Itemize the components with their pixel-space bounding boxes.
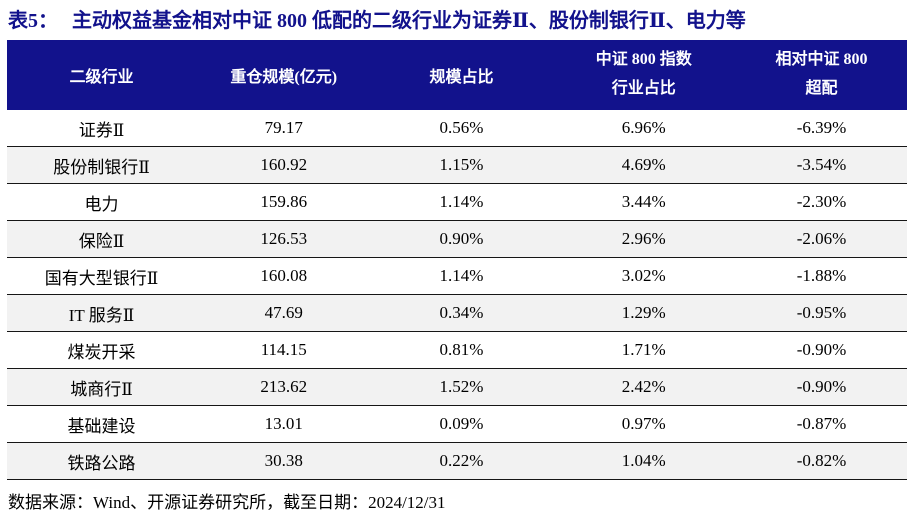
cell-holding-scale: 30.38	[196, 442, 372, 480]
table-row: IT 服务Ⅱ 47.69 0.34% 1.29% -0.95%	[7, 294, 907, 332]
cell-scale-ratio: 1.52%	[371, 368, 552, 406]
cell-csi800-weight: 3.44%	[551, 183, 736, 221]
table-header: 二级行业 重仓规模(亿元) 规模占比 中证 800 指数 行业占比 相对中证 8…	[7, 40, 907, 110]
cell-csi800-weight: 1.71%	[551, 331, 736, 369]
cell-holding-scale: 213.62	[196, 368, 372, 406]
cell-holding-scale: 79.17	[196, 110, 372, 147]
col-header-relative-overweight-line2: 超配	[805, 80, 838, 97]
cell-industry: 基础建设	[7, 405, 196, 443]
cell-industry: 保险Ⅱ	[7, 220, 196, 258]
cell-scale-ratio: 0.34%	[371, 294, 552, 332]
cell-relative-overweight: -2.30%	[736, 183, 907, 221]
cell-scale-ratio: 0.81%	[371, 331, 552, 369]
cell-csi800-weight: 1.29%	[551, 294, 736, 332]
cell-holding-scale: 126.53	[196, 220, 372, 258]
table-row: 铁路公路 30.38 0.22% 1.04% -0.82%	[7, 442, 907, 480]
table-title: 表5： 主动权益基金相对中证 800 低配的二级行业为证券Ⅱ、股份制银行Ⅱ、电力等	[0, 0, 914, 40]
cell-relative-overweight: -0.82%	[736, 442, 907, 480]
cell-relative-overweight: -0.90%	[736, 331, 907, 369]
table-row: 国有大型银行Ⅱ 160.08 1.14% 3.02% -1.88%	[7, 257, 907, 295]
cell-scale-ratio: 0.90%	[371, 220, 552, 258]
cell-scale-ratio: 1.14%	[371, 257, 552, 295]
table-row: 电力 159.86 1.14% 3.44% -2.30%	[7, 183, 907, 221]
table-row: 煤炭开采 114.15 0.81% 1.71% -0.90%	[7, 331, 907, 369]
cell-industry: 股份制银行Ⅱ	[7, 146, 196, 184]
col-header-csi800-weight: 中证 800 指数 行业占比	[551, 40, 736, 110]
cell-csi800-weight: 6.96%	[551, 110, 736, 147]
data-source-note: 数据来源：Wind、开源证券研究所，截至日期：2024/12/31	[8, 493, 446, 512]
cell-relative-overweight: -3.54%	[736, 146, 907, 184]
cell-scale-ratio: 1.14%	[371, 183, 552, 221]
industry-underweight-table: 二级行业 重仓规模(亿元) 规模占比 中证 800 指数 行业占比 相对中证 8…	[7, 40, 907, 480]
cell-industry: 证券Ⅱ	[7, 110, 196, 147]
table-row: 城商行Ⅱ 213.62 1.52% 2.42% -0.90%	[7, 368, 907, 406]
cell-csi800-weight: 1.04%	[551, 442, 736, 480]
table-row: 股份制银行Ⅱ 160.92 1.15% 4.69% -3.54%	[7, 146, 907, 184]
cell-relative-overweight: -0.95%	[736, 294, 907, 332]
cell-relative-overweight: -0.90%	[736, 368, 907, 406]
cell-relative-overweight: -1.88%	[736, 257, 907, 295]
col-header-relative-overweight-line1: 相对中证 800	[775, 51, 868, 69]
col-header-csi800-weight-line1: 中证 800 指数	[595, 51, 692, 69]
cell-industry: 铁路公路	[7, 442, 196, 480]
col-header-csi800-weight-line2: 行业占比	[611, 80, 676, 97]
cell-scale-ratio: 0.56%	[371, 110, 552, 147]
table-header-row: 二级行业 重仓规模(亿元) 规模占比 中证 800 指数 行业占比 相对中证 8…	[7, 40, 907, 110]
cell-industry: 电力	[7, 183, 196, 221]
table-row: 保险Ⅱ 126.53 0.90% 2.96% -2.06%	[7, 220, 907, 258]
table-title-text: 主动权益基金相对中证 800 低配的二级行业为证券Ⅱ、股份制银行Ⅱ、电力等	[72, 10, 746, 32]
cell-csi800-weight: 2.96%	[551, 220, 736, 258]
col-header-industry: 二级行业	[7, 40, 196, 110]
table-row: 证券Ⅱ 79.17 0.56% 6.96% -6.39%	[7, 110, 907, 147]
cell-industry: 煤炭开采	[7, 331, 196, 369]
cell-holding-scale: 160.08	[196, 257, 372, 295]
cell-industry: 国有大型银行Ⅱ	[7, 257, 196, 295]
cell-scale-ratio: 0.09%	[371, 405, 552, 443]
table-row: 基础建设 13.01 0.09% 0.97% -0.87%	[7, 405, 907, 443]
col-header-relative-overweight: 相对中证 800 超配	[736, 40, 907, 110]
cell-csi800-weight: 4.69%	[551, 146, 736, 184]
cell-holding-scale: 114.15	[196, 331, 372, 369]
col-header-scale-ratio: 规模占比	[371, 40, 552, 110]
cell-scale-ratio: 0.22%	[371, 442, 552, 480]
cell-csi800-weight: 2.42%	[551, 368, 736, 406]
cell-holding-scale: 13.01	[196, 405, 372, 443]
cell-relative-overweight: -6.39%	[736, 110, 907, 147]
cell-relative-overweight: -2.06%	[736, 220, 907, 258]
cell-holding-scale: 47.69	[196, 294, 372, 332]
cell-industry: 城商行Ⅱ	[7, 368, 196, 406]
cell-relative-overweight: -0.87%	[736, 405, 907, 443]
cell-scale-ratio: 1.15%	[371, 146, 552, 184]
table-body: 证券Ⅱ 79.17 0.56% 6.96% -6.39% 股份制银行Ⅱ 160.…	[7, 110, 907, 480]
cell-holding-scale: 160.92	[196, 146, 372, 184]
cell-holding-scale: 159.86	[196, 183, 372, 221]
cell-industry: IT 服务Ⅱ	[7, 294, 196, 332]
table-title-tag: 表5：	[8, 10, 58, 32]
cell-csi800-weight: 3.02%	[551, 257, 736, 295]
cell-csi800-weight: 0.97%	[551, 405, 736, 443]
col-header-holding-scale: 重仓规模(亿元)	[196, 40, 372, 110]
